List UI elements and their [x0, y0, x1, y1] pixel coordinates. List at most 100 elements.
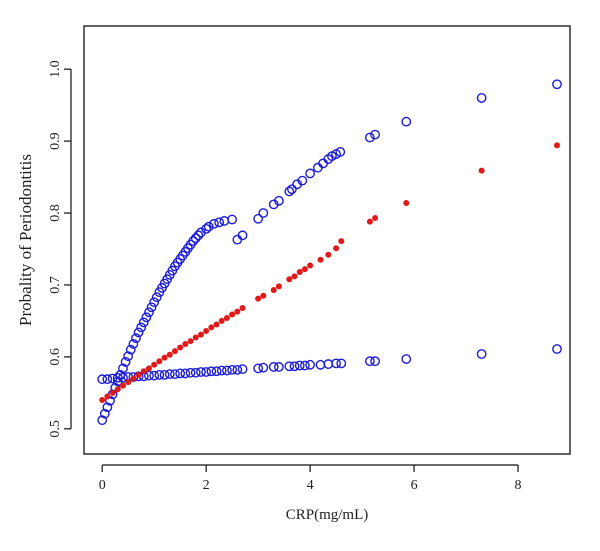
data-point: [301, 266, 308, 273]
x-axis-label: CRP(mg/mL): [286, 507, 369, 523]
data-point: [99, 408, 110, 419]
data-point: [187, 338, 194, 345]
data-point: [274, 195, 284, 206]
data-point: [140, 368, 147, 375]
data-point: [114, 386, 121, 393]
y-axis: 0.5 0.6 0.7 0.8 0.9 1.0: [48, 60, 72, 438]
data-point: [201, 367, 212, 377]
data-point: [107, 373, 118, 384]
data-point: [287, 184, 297, 195]
data-point: [315, 359, 326, 370]
data-point: [294, 360, 305, 371]
data-point: [552, 344, 562, 354]
x-tick-label: 8: [515, 478, 522, 493]
x-axis: 0 2 4 6 8: [99, 464, 522, 493]
data-point: [364, 132, 375, 143]
data-point: [188, 236, 199, 246]
data-point: [146, 302, 157, 313]
data-point: [227, 364, 238, 375]
data-point: [125, 379, 132, 386]
data-point: [131, 333, 141, 344]
data-point: [192, 334, 199, 341]
y-tick-label: 0.9: [48, 132, 63, 150]
data-point: [213, 321, 220, 328]
data-point: [112, 372, 123, 383]
data-point: [237, 230, 248, 241]
data-point: [109, 389, 116, 396]
y-tick-label: 0.5: [48, 420, 63, 438]
x-tick-label: 2: [203, 478, 210, 493]
series-1: [97, 344, 562, 385]
data-point: [372, 215, 379, 222]
data-point: [170, 369, 180, 380]
x-tick-label: 4: [307, 478, 314, 493]
data-point: [364, 356, 375, 367]
data-point: [104, 393, 111, 400]
data-point: [99, 397, 106, 404]
data-point: [284, 361, 295, 372]
data-point: [211, 366, 222, 377]
data-point: [123, 351, 134, 362]
data-point: [119, 382, 126, 389]
data-point: [216, 365, 227, 376]
data-point: [307, 262, 314, 269]
data-point: [239, 304, 246, 311]
data-point: [154, 369, 165, 380]
data-point: [296, 269, 303, 276]
data-point: [297, 175, 308, 186]
data-point: [177, 344, 184, 351]
data-point: [219, 216, 230, 226]
data-point: [193, 230, 204, 241]
data-point: [222, 365, 232, 376]
data-point: [120, 357, 131, 367]
data-point: [149, 297, 160, 308]
data-point: [130, 375, 137, 382]
data-point: [476, 349, 487, 359]
data-point: [190, 367, 201, 378]
data-point: [156, 358, 163, 365]
data-point: [185, 367, 196, 378]
data-point: [291, 273, 298, 280]
plot-frame: [83, 25, 571, 455]
data-point: [166, 351, 173, 358]
y-tick-label: 1.0: [48, 60, 63, 78]
data-point: [336, 358, 347, 369]
data-point: [331, 358, 341, 369]
data-point: [268, 362, 279, 372]
data-point: [284, 186, 295, 197]
data-point: [335, 146, 346, 157]
y-tick-label: 0.6: [48, 348, 63, 366]
data-point: [97, 374, 108, 385]
data-point: [237, 364, 248, 375]
data-point: [208, 324, 215, 331]
data-point: [232, 364, 243, 375]
data-point: [206, 366, 217, 377]
data-point: [401, 354, 412, 364]
data-point: [203, 327, 210, 334]
data-point: [135, 371, 142, 378]
data-point: [144, 307, 154, 318]
data-point: [338, 238, 345, 245]
data-point: [317, 256, 324, 263]
series-2: [99, 142, 561, 404]
x-tick-label: 0: [99, 478, 106, 493]
data-point: [401, 116, 412, 127]
data-point: [102, 374, 113, 385]
data-point: [274, 362, 284, 372]
data-point: [229, 311, 236, 318]
data-point: [300, 360, 310, 371]
x-tick-label: 6: [411, 478, 418, 493]
data-point: [164, 369, 175, 380]
data-point: [196, 367, 206, 377]
y-tick-label: 0.7: [48, 276, 63, 294]
data-point: [118, 363, 128, 374]
data-point: [141, 312, 152, 323]
data-point: [149, 370, 160, 381]
data-point: [305, 359, 316, 370]
data-point: [145, 365, 152, 372]
data-point: [218, 317, 225, 324]
data-point: [234, 308, 241, 315]
data-point: [323, 359, 334, 369]
